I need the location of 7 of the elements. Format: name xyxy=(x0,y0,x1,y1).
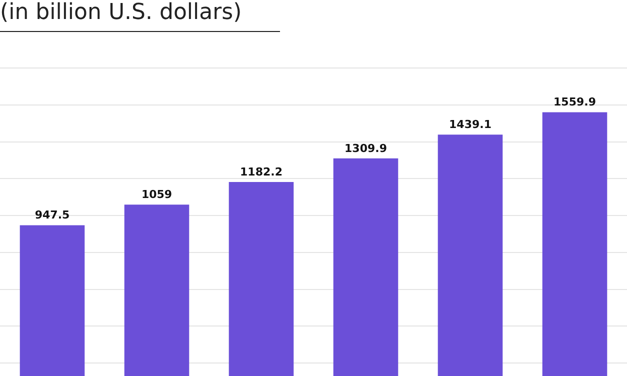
data-label: 1439.1 xyxy=(449,118,492,131)
chart-title: (in billion U.S. dollars) xyxy=(0,0,242,25)
data-label: 1059 xyxy=(141,188,172,202)
data-label: 1182.2 xyxy=(240,165,282,178)
data-label: 947.5 xyxy=(34,208,70,222)
data-label: 1559.9 xyxy=(554,96,596,109)
data-label: 1309.9 xyxy=(344,142,387,155)
